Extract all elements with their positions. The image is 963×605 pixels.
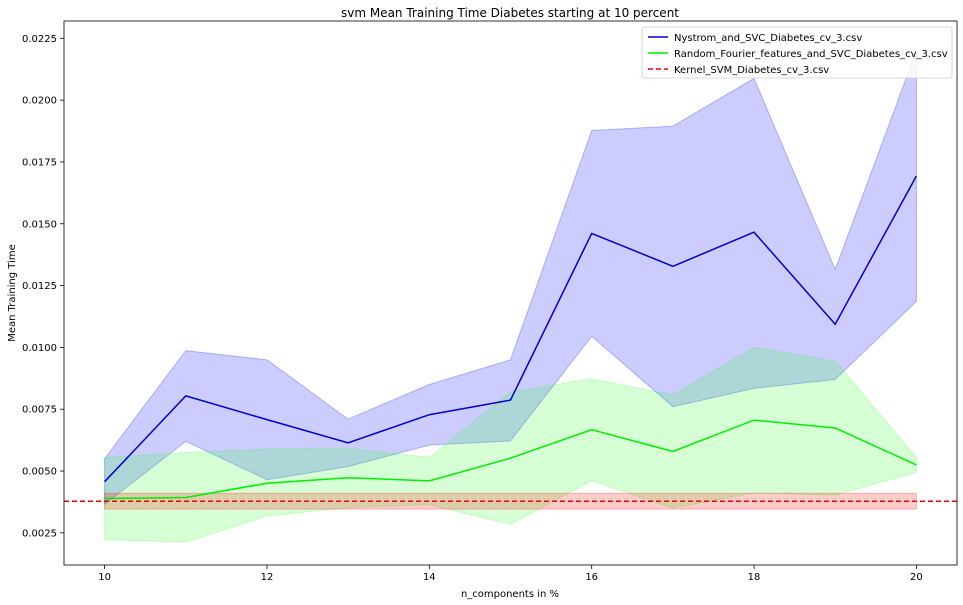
band-series-1 — [104, 347, 917, 543]
legend-frame — [641, 26, 953, 79]
x-axis-label: n_components in % — [461, 589, 559, 600]
y-tick-label: 0.0050 — [22, 467, 57, 478]
confidence-bands — [104, 50, 917, 543]
y-tick-label: 0.0025 — [22, 528, 57, 539]
y-tick-label: 0.0175 — [22, 157, 57, 168]
x-tick-label: 12 — [261, 572, 274, 583]
y-tick-label: 0.0225 — [22, 34, 57, 45]
legend: Nystrom_and_SVC_Diabetes_cv_3.csv Random… — [641, 26, 953, 79]
line-series-0 — [104, 175, 918, 483]
band-series-0 — [104, 50, 917, 506]
y-tick-label: 0.0075 — [22, 405, 57, 416]
y-axis-label: Mean Training Time — [7, 244, 18, 342]
legend-label-rff: Random_Fourier_features_and_SVC_Diabetes… — [674, 49, 948, 60]
plot-frame — [63, 20, 958, 566]
x-tick-label: 10 — [98, 572, 111, 583]
y-tick-label: 0.0100 — [22, 343, 57, 354]
y-tick-label: 0.0125 — [22, 281, 57, 292]
series-lines — [64, 175, 957, 502]
x-axis: 10 12 14 16 18 20 — [98, 565, 923, 583]
legend-label-kernel: Kernel_SVM_Diabetes_cv_3.csv — [674, 65, 829, 76]
legend-label-nystrom: Nystrom_and_SVC_Diabetes_cv_3.csv — [674, 33, 862, 44]
line-series-1 — [104, 419, 917, 500]
x-tick-label: 14 — [423, 572, 436, 583]
y-tick-label: 0.0150 — [22, 219, 57, 230]
plot-area — [64, 50, 957, 543]
x-tick-label: 18 — [748, 572, 761, 583]
y-axis: 0.0025 0.0050 0.0075 0.0100 0.0125 0.0150 0.01… — [22, 34, 64, 539]
x-tick-label: 20 — [910, 572, 923, 583]
chart-title: svm Mean Training Time Diabetes starting… — [341, 6, 679, 20]
y-tick-label: 0.0200 — [22, 96, 57, 107]
x-tick-label: 16 — [585, 572, 598, 583]
